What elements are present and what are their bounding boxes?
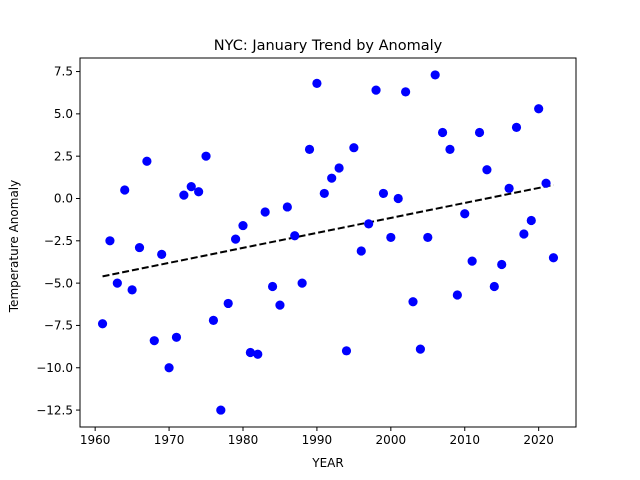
data-point: [179, 190, 189, 200]
y-tick-label: −5.0: [44, 276, 73, 290]
data-point: [401, 87, 411, 97]
data-point: [231, 234, 241, 244]
x-axis-title: YEAR: [311, 456, 343, 470]
data-point: [356, 246, 366, 256]
data-point: [297, 278, 307, 288]
data-point: [349, 143, 359, 153]
data-point: [282, 202, 292, 212]
data-point: [378, 188, 389, 199]
x-tick-label: 1980: [228, 433, 259, 447]
trend-layer: [102, 183, 554, 278]
y-tick-label: −10.0: [36, 361, 73, 375]
data-point: [548, 253, 559, 263]
data-point: [290, 231, 300, 241]
x-tick-label: 2020: [523, 433, 554, 447]
data-point: [371, 85, 381, 95]
y-tick-label: −7.5: [44, 319, 73, 333]
data-point: [267, 281, 278, 292]
chart-title: NYC: January Trend by Anomaly: [214, 38, 443, 54]
data-point: [312, 78, 322, 88]
y-axis: 7.5 5.0 2.5 0.0 −2.5 −5.0 −7.5 −10.0 −12.5: [36, 65, 80, 417]
data-point: [208, 315, 219, 325]
x-axis: 1960 1970 1980 1990 2000 2010 2020: [80, 427, 554, 447]
data-point: [304, 144, 315, 155]
data-point: [482, 165, 492, 175]
data-point: [245, 347, 255, 358]
data-point: [216, 405, 226, 415]
data-point: [105, 236, 115, 246]
data-point: [534, 104, 544, 114]
data-point: [364, 219, 374, 229]
y-tick-label: 0.0: [54, 192, 73, 206]
data-point: [386, 232, 396, 243]
data-point: [445, 144, 455, 155]
data-point: [201, 151, 211, 161]
trend-line: [102, 183, 554, 278]
data-point: [319, 188, 329, 199]
y-axis-title: Temperature Anomaly: [7, 180, 21, 313]
x-tick-label: 1990: [302, 433, 333, 447]
data-point: [474, 127, 485, 138]
data-point: [275, 300, 285, 310]
x-tick-label: 1970: [154, 433, 185, 447]
plot-frame: [79, 57, 577, 428]
data-point: [526, 215, 536, 226]
data-point: [334, 163, 344, 173]
data-point: [437, 127, 448, 138]
y-tick-label: 5.0: [54, 107, 73, 121]
y-tick-label: 2.5: [54, 149, 73, 163]
data-point: [157, 249, 167, 259]
data-point: [497, 259, 507, 270]
data-point: [415, 344, 425, 354]
data-point: [467, 256, 477, 266]
data-point: [127, 285, 137, 295]
y-tick-label: 7.5: [54, 65, 73, 79]
data-point: [408, 297, 418, 307]
data-point: [519, 229, 529, 239]
data-point: [171, 332, 182, 342]
data-point: [489, 281, 499, 292]
data-point: [97, 319, 108, 329]
data-point: [112, 278, 122, 288]
data-point: [142, 156, 152, 166]
data-point: [238, 220, 248, 231]
data-point: [393, 193, 403, 204]
x-tick-label: 1960: [80, 433, 111, 447]
data-point: [430, 70, 440, 80]
x-tick-label: 2010: [449, 433, 480, 447]
data-point: [460, 209, 470, 219]
data-point: [504, 183, 514, 193]
data-point: [223, 298, 233, 309]
y-tick-label: −2.5: [44, 234, 73, 248]
data-point: [164, 363, 174, 373]
data-point: [149, 336, 159, 346]
data-point: [452, 290, 462, 300]
data-point: [511, 122, 522, 132]
data-point: [186, 182, 196, 192]
data-point: [541, 178, 551, 188]
points-layer: [97, 70, 559, 415]
data-point: [423, 232, 433, 243]
data-point: [194, 187, 204, 197]
data-point: [120, 185, 130, 195]
data-point: [260, 207, 270, 217]
x-tick-label: 2000: [376, 433, 407, 447]
data-point: [327, 173, 337, 183]
data-point: [134, 242, 145, 253]
y-tick-label: −12.5: [36, 403, 73, 417]
data-point: [253, 349, 263, 359]
data-point: [341, 346, 352, 356]
